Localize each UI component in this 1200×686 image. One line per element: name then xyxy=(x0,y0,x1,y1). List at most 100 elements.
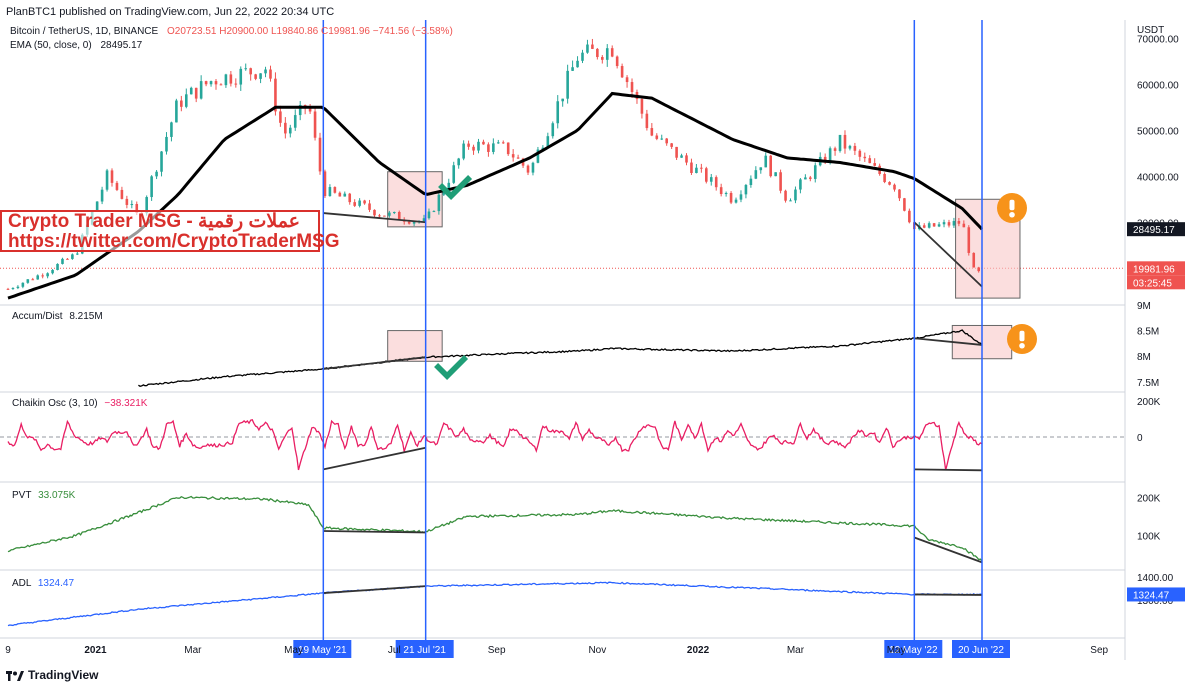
candle-body xyxy=(487,144,490,152)
trendline-chaikin-2022 xyxy=(914,468,983,472)
candle-body xyxy=(967,227,971,253)
candle-body xyxy=(155,171,158,177)
candle-body xyxy=(66,258,69,260)
candle-body xyxy=(843,134,847,149)
trendline-pvt-2021 xyxy=(323,530,426,534)
candle-body xyxy=(640,99,644,114)
accum-tick-label: 7.5M xyxy=(1137,378,1159,389)
tradingview-footer[interactable]: TradingView xyxy=(6,668,98,682)
time-tick-label: 9 xyxy=(5,645,11,656)
candle-body xyxy=(457,158,460,166)
candle-body xyxy=(229,74,233,84)
candle-body xyxy=(848,145,852,149)
candle-body xyxy=(274,78,277,112)
ema-label: EMA (50, close, 0) xyxy=(10,40,92,51)
candle-body xyxy=(764,155,768,168)
candle-body xyxy=(932,223,936,227)
candle-body xyxy=(833,148,837,151)
candle-body xyxy=(858,150,862,157)
candle-body xyxy=(556,101,560,124)
candle-body xyxy=(397,211,401,220)
adl-value: 1324.47 xyxy=(37,578,75,589)
date-marker-tag xyxy=(952,640,1010,658)
candle-body xyxy=(586,44,589,53)
candle-body xyxy=(625,77,629,83)
candle-body xyxy=(873,163,876,166)
trendline-ad-2022 xyxy=(914,337,983,346)
candle-body xyxy=(620,66,624,78)
ema-legend-value: 28495.17 xyxy=(100,40,143,51)
candle-body xyxy=(51,269,54,274)
candle-body xyxy=(893,184,896,190)
candle-body xyxy=(937,224,941,227)
candlestick-series xyxy=(6,38,980,290)
candle-body xyxy=(749,178,753,185)
date-marker-label: 21 Jul '21 xyxy=(403,645,446,656)
ema-price-tag: 28495.17 xyxy=(1133,225,1175,236)
candle-body xyxy=(531,162,535,173)
candle-body xyxy=(581,52,584,61)
candle-body xyxy=(392,211,396,213)
candle-body xyxy=(645,113,649,129)
last-price-tag: 19981.96 xyxy=(1133,264,1175,275)
candle-body xyxy=(293,115,297,128)
candle-body xyxy=(11,288,15,290)
warning-icon-dot xyxy=(1009,211,1015,218)
adl-name: ADL xyxy=(12,578,32,589)
time-tick-label: May xyxy=(887,645,906,656)
candle-body xyxy=(744,184,748,195)
price-axis[interactable]: USDT70000.0060000.0050000.0040000.003000… xyxy=(1127,25,1185,607)
candle-body xyxy=(234,83,238,85)
warning-icon-dot xyxy=(1019,342,1025,349)
candle-body xyxy=(76,253,79,255)
price-tick-label: 50000.00 xyxy=(1137,126,1179,137)
candle-body xyxy=(714,177,718,188)
trendline-chaikin-2021 xyxy=(323,446,426,471)
candle-body xyxy=(298,105,302,116)
highlight-box-jul21-price xyxy=(387,171,443,228)
candle-body xyxy=(214,81,218,85)
candle-body xyxy=(56,263,59,270)
candle-body xyxy=(615,56,619,67)
time-tick-label: 2022 xyxy=(687,645,710,656)
candle-body xyxy=(16,286,20,289)
pvt-legend: PVT 33.075K xyxy=(12,490,75,501)
symbol-title: Bitcoin / TetherUS, 1D, BINANCE O20723.5… xyxy=(10,26,453,37)
warning-icon-bar xyxy=(1019,330,1025,342)
candle-body xyxy=(105,170,109,190)
candle-body xyxy=(685,155,688,163)
indicator-lines xyxy=(7,329,983,627)
chaikin-tick-label: 200K xyxy=(1137,397,1161,408)
candle-body xyxy=(952,221,956,226)
candle-body xyxy=(269,69,272,79)
candle-body xyxy=(506,142,510,155)
candle-body xyxy=(947,222,951,226)
candle-body xyxy=(358,200,361,206)
pvt-tick-label: 100K xyxy=(1137,532,1161,543)
time-tick-label: Jul xyxy=(388,645,401,656)
candle-body xyxy=(427,211,431,219)
candle-body xyxy=(115,182,119,190)
candle-body xyxy=(279,111,282,123)
candle-body xyxy=(729,192,733,203)
candle-body xyxy=(516,157,520,159)
candle-body xyxy=(828,148,832,163)
candle-body xyxy=(407,221,411,224)
candle-body xyxy=(150,176,153,198)
candle-body xyxy=(482,141,485,145)
ema-legend: EMA (50, close, 0) 28495.17 xyxy=(10,40,142,51)
candle-body xyxy=(145,197,148,214)
candle-body xyxy=(467,143,470,147)
time-axis[interactable]: 19 May '21 21 Jul '21 12 May '22 20 Jun '22… xyxy=(5,640,1109,658)
accum-tick-label: 9M xyxy=(1137,301,1151,312)
candle-body xyxy=(700,167,703,169)
candle-body xyxy=(224,74,228,86)
accum-dist-value: 8.215M xyxy=(69,311,103,322)
candle-body xyxy=(313,111,317,138)
tradingview-logo-icon xyxy=(6,670,24,681)
candle-body xyxy=(754,170,758,179)
candle-body xyxy=(249,68,252,75)
published-caption: PlanBTC1 published on TradingView.com, J… xyxy=(6,6,335,18)
candle-body xyxy=(21,282,25,287)
